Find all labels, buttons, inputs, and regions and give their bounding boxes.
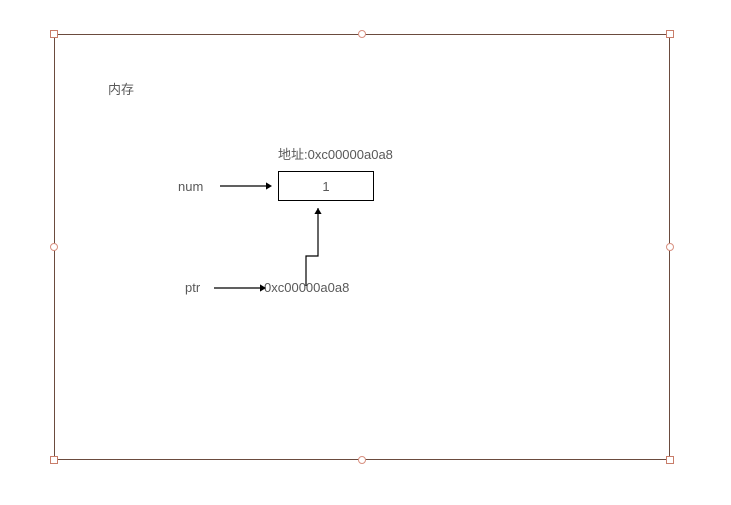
arrows-layer [0, 0, 731, 505]
